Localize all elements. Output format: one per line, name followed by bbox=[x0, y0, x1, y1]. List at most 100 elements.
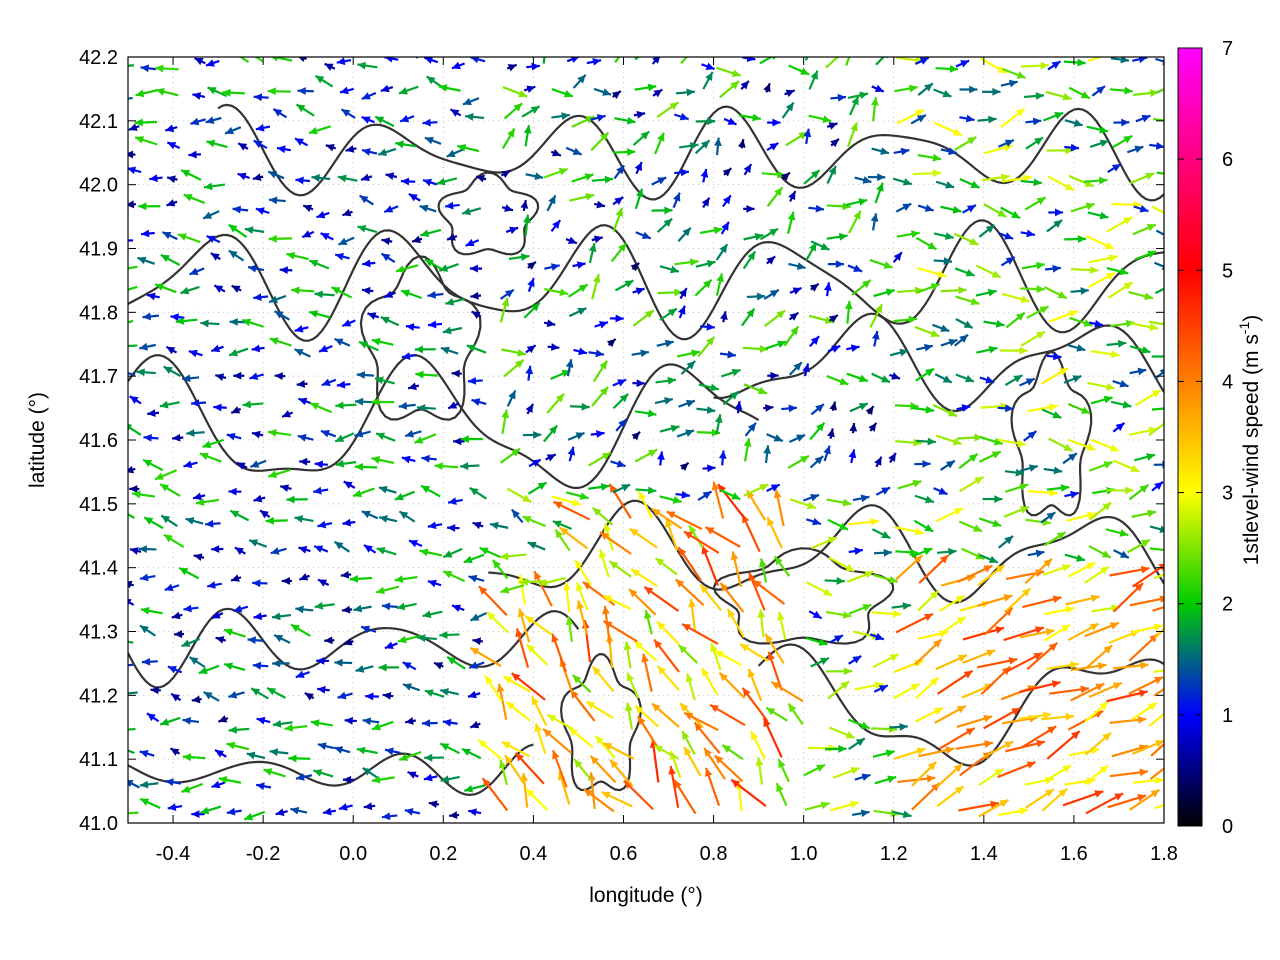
wind-arrow bbox=[1041, 712, 1075, 721]
wind-arrow bbox=[745, 489, 767, 521]
wind-arrow bbox=[228, 487, 242, 496]
wind-arrow-head bbox=[265, 516, 274, 525]
wind-arrow bbox=[1130, 322, 1159, 331]
wind-arrow bbox=[380, 316, 400, 327]
wind-arrow bbox=[523, 302, 541, 319]
wind-arrow bbox=[375, 585, 400, 595]
wind-arrow bbox=[677, 349, 701, 358]
wind-arrow bbox=[1112, 422, 1126, 433]
wind-arrow bbox=[470, 291, 482, 300]
wind-arrow-head bbox=[397, 635, 407, 644]
wind-arrow-head bbox=[471, 398, 481, 406]
wind-arrow-head bbox=[1109, 622, 1119, 630]
wind-arrow bbox=[343, 480, 356, 489]
wind-arrow-head bbox=[170, 748, 180, 756]
wind-arrow-head bbox=[1035, 331, 1045, 340]
wind-arrow bbox=[739, 643, 769, 662]
wind-arrow bbox=[357, 224, 378, 234]
wind-arrow bbox=[830, 800, 860, 812]
wind-arrow bbox=[195, 498, 220, 507]
wind-arrow-head bbox=[592, 666, 601, 676]
wind-arrow-head bbox=[371, 456, 381, 464]
wind-arrow bbox=[1112, 459, 1140, 473]
wind-arrow bbox=[955, 295, 980, 306]
wind-arrow bbox=[238, 57, 250, 63]
wind-arrow-head bbox=[364, 544, 373, 553]
wind-arrow-head bbox=[137, 256, 147, 265]
wind-arrow bbox=[1005, 587, 1032, 613]
wind-arrow bbox=[933, 232, 954, 240]
wind-arrow bbox=[954, 333, 969, 347]
wind-arrow bbox=[1106, 486, 1134, 495]
wind-arrow bbox=[181, 637, 200, 648]
wind-arrow bbox=[918, 746, 955, 758]
wind-arrow-head bbox=[706, 260, 716, 268]
wind-arrow-head bbox=[286, 495, 295, 504]
wind-arrow-head bbox=[128, 580, 133, 589]
wind-arrow bbox=[1153, 117, 1164, 122]
wind-arrow bbox=[205, 59, 220, 67]
wind-arrow bbox=[1106, 689, 1148, 703]
wind-arrow bbox=[267, 429, 292, 437]
wind-arrow-head bbox=[788, 191, 796, 201]
wind-arrow bbox=[440, 775, 460, 784]
wind-arrow-head bbox=[181, 785, 191, 793]
wind-arrow bbox=[380, 252, 396, 263]
wind-arrow-head bbox=[188, 349, 198, 358]
wind-arrow bbox=[777, 611, 787, 640]
wind-arrow-head bbox=[747, 668, 756, 678]
wind-arrow-head bbox=[720, 582, 729, 592]
wind-arrow-head bbox=[160, 254, 170, 263]
wind-arrow bbox=[1084, 565, 1110, 584]
wind-arrow-head bbox=[938, 487, 948, 495]
wind-arrow-shaft bbox=[414, 57, 419, 59]
wind-arrow-head bbox=[1099, 139, 1109, 148]
wind-arrow bbox=[1127, 145, 1144, 154]
wind-arrow-head bbox=[1051, 61, 1061, 69]
wind-arrow-head bbox=[341, 605, 351, 614]
wind-arrow bbox=[206, 234, 221, 244]
wind-arrow-shaft bbox=[1151, 407, 1164, 411]
wind-arrow bbox=[1128, 676, 1164, 695]
wind-arrow-head bbox=[308, 126, 318, 135]
wind-arrow bbox=[1156, 171, 1164, 175]
wind-arrow bbox=[591, 175, 614, 184]
wind-arrow bbox=[897, 479, 922, 490]
wind-arrow bbox=[159, 716, 181, 726]
wind-arrow bbox=[139, 342, 157, 351]
wind-arrow bbox=[632, 309, 655, 327]
wind-arrow bbox=[499, 297, 510, 323]
wind-arrow bbox=[631, 431, 641, 441]
wind-arrow bbox=[1000, 256, 1016, 267]
wind-arrow-head bbox=[812, 610, 822, 619]
wind-arrow-head bbox=[1036, 197, 1046, 205]
wind-arrow-head bbox=[853, 210, 861, 220]
wind-arrow-head bbox=[243, 49, 252, 57]
wind-arrow bbox=[666, 510, 703, 531]
wind-arrow-head bbox=[880, 147, 889, 155]
wind-arrow-head bbox=[526, 345, 536, 354]
wind-arrow bbox=[700, 168, 709, 183]
wind-arrow-shaft bbox=[1153, 573, 1164, 580]
wind-arrow-head bbox=[457, 144, 467, 152]
wind-arrow-head bbox=[767, 517, 775, 527]
wind-arrow bbox=[935, 64, 959, 73]
wind-arrow-head bbox=[531, 696, 539, 706]
wind-arrow bbox=[571, 173, 594, 183]
wind-arrow bbox=[467, 376, 483, 385]
wind-arrow bbox=[958, 800, 1000, 812]
wind-arrow-head bbox=[1081, 406, 1091, 414]
wind-arrow-head bbox=[255, 207, 265, 215]
wind-arrow bbox=[978, 798, 1010, 818]
wind-arrow-head bbox=[781, 172, 790, 181]
wind-arrow-head bbox=[844, 300, 853, 310]
wind-arrow-head bbox=[298, 397, 308, 406]
wind-arrow bbox=[383, 290, 397, 299]
wind-arrow-head bbox=[703, 279, 712, 289]
wind-arrow-head bbox=[267, 87, 276, 96]
wind-arrow bbox=[291, 286, 315, 295]
wind-arrow bbox=[846, 122, 858, 148]
wind-arrow-shaft bbox=[680, 57, 688, 65]
wind-arrow-shaft bbox=[128, 64, 135, 67]
wind-arrow bbox=[657, 288, 683, 297]
